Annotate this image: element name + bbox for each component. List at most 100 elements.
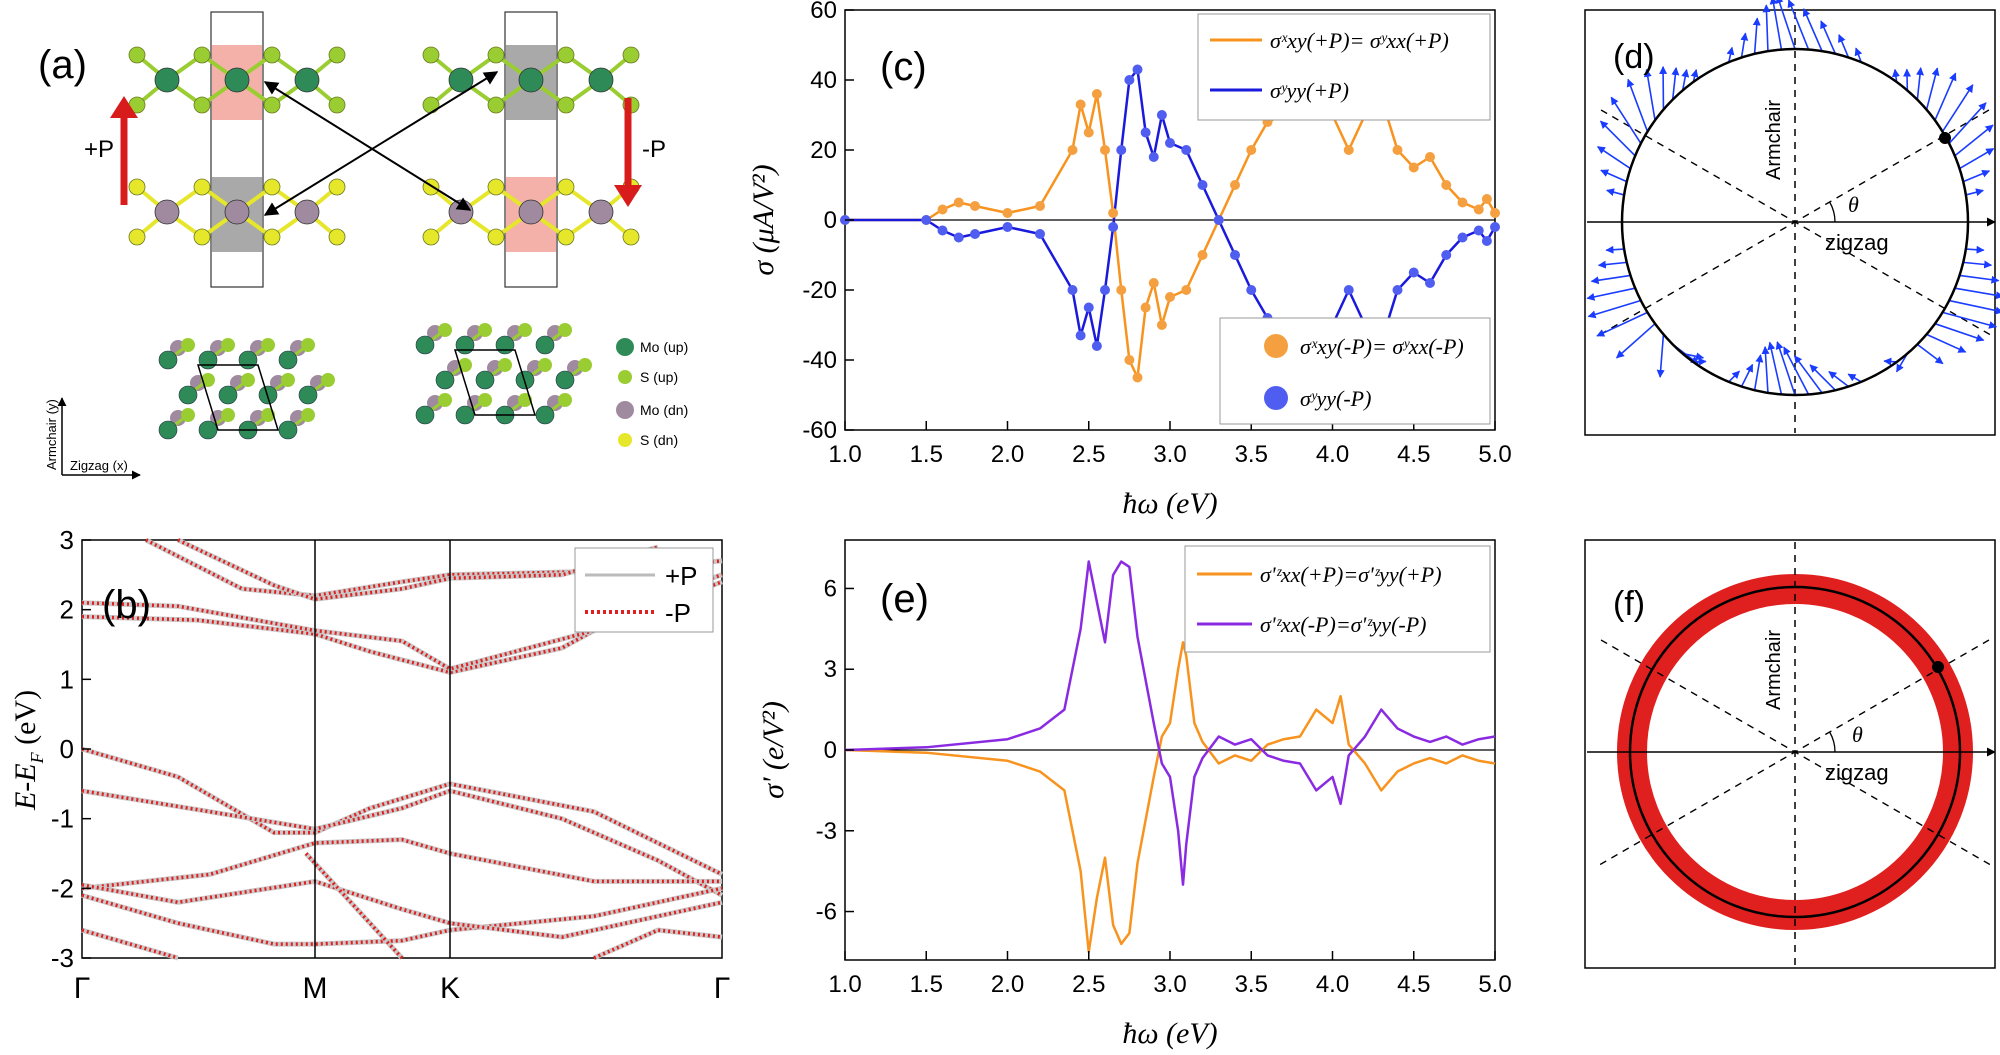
panel-b-ytick-label-6: -3 — [51, 943, 74, 973]
layer-tr-s-atom-3 — [622, 46, 640, 64]
panel-c-series-3-point-9 — [1083, 302, 1094, 313]
top-right-s-a — [478, 393, 492, 407]
layer-tl-mo-atom-1 — [224, 67, 250, 93]
panel-e-xtick-label-3: 2.5 — [1072, 971, 1105, 998]
top-left-s-a — [221, 338, 235, 352]
band-plus-p-9 — [81, 927, 179, 961]
panel-c-series-2-point-30 — [1343, 145, 1354, 155]
kpoint-k: K — [440, 972, 460, 1005]
panel-e-xtick-label-5: 3.5 — [1235, 971, 1268, 998]
panel-c-series-2-point-36 — [1425, 152, 1435, 162]
panel-c-series-3-point-18 — [1156, 110, 1167, 120]
panel-c-series-2-point-5 — [1002, 208, 1013, 218]
panel-c-xtick-label-0: 1.0 — [828, 441, 861, 468]
panel-c-series-2-point-39 — [1473, 204, 1484, 215]
layer-tl-s-atom-6 — [263, 96, 281, 114]
panel-d-vector-23 — [1681, 68, 1690, 91]
plus-p-label: +P — [84, 136, 114, 163]
band-minus-p-6 — [81, 837, 722, 891]
panel-b-ylabel-sub: F — [27, 751, 47, 764]
panel-b-ytick-label-2: 1 — [60, 664, 74, 694]
panel-c-series-2-point-34 — [1392, 145, 1403, 155]
panel-c-series-2-point-38 — [1457, 197, 1468, 208]
panel-c-series-3-point-1 — [921, 215, 932, 225]
panel-c-series-2-point-16 — [1140, 302, 1151, 313]
layer-tr-mo-atom-2 — [588, 67, 614, 93]
panel-d-vector-32 — [1606, 188, 1625, 197]
legend-mo-dn: Mo (dn) — [640, 402, 688, 418]
panel-d-vector-60 — [1942, 311, 1998, 329]
panel-e-xtick-label-2: 2.0 — [991, 971, 1024, 998]
panel-d-vector-61 — [1948, 299, 2000, 315]
panel-c-series-3-point-14 — [1124, 75, 1135, 85]
panel-d-vector-50 — [1783, 346, 1810, 395]
panel-d-vector-15 — [1787, 0, 1810, 50]
panel-c-series-3-point-30 — [1343, 285, 1354, 295]
panel-d-diag-guide-1 — [1599, 108, 1991, 336]
layer-br-mo-atom-2 — [588, 199, 614, 225]
legend-e-orange: σ'ᶻxx(+P)=σ'ᶻyy(+P) — [1260, 562, 1442, 587]
panel-d-arrows — [1586, 0, 2000, 396]
panel-f-marker — [1932, 661, 1944, 673]
panel-e-ylabel: σ' (e/V²) — [757, 701, 790, 799]
panel-a-label: (a) — [38, 43, 87, 87]
legend-mo-up-icon — [616, 338, 634, 356]
panel-d-vector-10 — [1891, 68, 1900, 83]
panel-c-series-3-point-41 — [1490, 222, 1500, 232]
panel-d-vector-11 — [1854, 47, 1863, 63]
layer-tl-s-atom-2 — [263, 46, 281, 64]
panel-d-vector-30 — [1596, 146, 1631, 170]
panel-b-ytick-label-5: -2 — [51, 873, 74, 903]
panel-d-vector-28 — [1610, 96, 1642, 144]
panel-d-vector-42 — [1682, 352, 1705, 361]
kpoint-m: M — [303, 972, 328, 1005]
panel-c-series-2-point-3 — [953, 197, 964, 208]
band-plus-p-4 — [81, 746, 724, 877]
band-minus-p-7 — [81, 886, 723, 946]
panel-c-series-3-point-23 — [1230, 250, 1240, 260]
panel-f: (f) Armchair zigzag θ — [1584, 539, 1996, 969]
armchair-y-label: Armchair (y) — [44, 399, 59, 470]
panel-c-ytick-label-0: 60 — [810, 0, 837, 24]
panel-d-vector-64 — [1963, 260, 1993, 269]
top-right-mo-a — [555, 370, 575, 390]
top-right-s-a — [498, 358, 512, 372]
panel-c-ytick-label-6: -60 — [802, 417, 837, 444]
top-right-mo-a — [415, 335, 435, 355]
panel-d-vector-34 — [1597, 260, 1627, 269]
panel-e-series — [844, 560, 1496, 954]
panel-c-series-2-point-11 — [1100, 145, 1110, 155]
unit-box-left — [210, 11, 264, 288]
panel-b-ytick-label-1: 2 — [60, 595, 74, 625]
panel-c-series-3-point-6 — [1035, 229, 1045, 239]
panel-d-vector-21 — [1726, 46, 1735, 63]
panel-c-xtick-label-3: 2.5 — [1072, 441, 1105, 468]
panel-d-vector-47 — [1761, 346, 1770, 393]
panel-c-series-2-point-24 — [1246, 145, 1257, 155]
panel-f-diag-guide-1 — [1599, 638, 1991, 866]
layer-tr-s-atom-1 — [487, 46, 505, 64]
panel-e-xtick-label-7: 4.5 — [1397, 971, 1430, 998]
top-left-s-a — [181, 338, 195, 352]
top-left-mo-a — [178, 385, 198, 405]
panel-c-series-3-point-11 — [1100, 285, 1110, 295]
panel-b-ylabel-unit: (eV) — [9, 690, 42, 752]
top-right-s-a — [538, 358, 552, 372]
panel-c-series-3-point-10 — [1091, 341, 1102, 351]
panel-d-vector-8 — [1916, 67, 1924, 100]
top-left-s-a — [181, 408, 195, 422]
panel-d-guides — [1587, 12, 1996, 433]
layer-bl-s-atom-7 — [328, 228, 346, 246]
band-minus-p-9 — [81, 928, 179, 960]
panel-d-vector-20 — [1740, 32, 1749, 58]
panel-c-ticks: 60 40 20 0 -20 -40 -601.0 1.5 2.0 2.5 3.0 3.5 4.0 4.5… — [802, 0, 1511, 468]
top-left-s-a — [301, 408, 315, 422]
panel-d-vector-37 — [1587, 299, 1642, 319]
legend-c-blue-dots: σʸyy(-P) — [1300, 386, 1371, 411]
panel-c-series-3-point-36 — [1425, 278, 1435, 288]
panel-f-theta: θ — [1852, 722, 1863, 747]
panel-d-vector-27 — [1626, 78, 1649, 132]
panel-c-series-3-point-17 — [1148, 152, 1159, 162]
top-right-mo-a — [435, 370, 455, 390]
